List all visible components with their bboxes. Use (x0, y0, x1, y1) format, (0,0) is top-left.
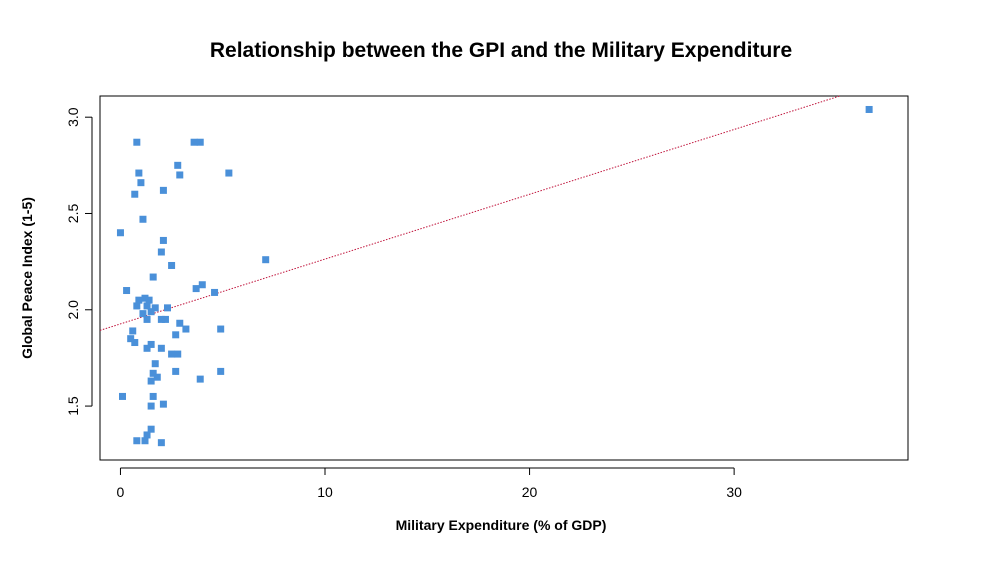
data-point (147, 308, 155, 316)
data-point (168, 350, 176, 358)
data-point (131, 339, 139, 347)
data-point (172, 331, 180, 339)
data-point (153, 373, 161, 381)
data-point (127, 335, 135, 343)
data-point (190, 138, 198, 146)
trendline-layer (99, 95, 840, 331)
data-point (217, 367, 225, 375)
x-tick-label: 30 (726, 484, 742, 500)
data-point (139, 215, 147, 223)
data-point (159, 400, 167, 408)
data-point (192, 285, 200, 293)
data-point (172, 367, 180, 375)
data-point (159, 236, 167, 244)
data-point (174, 161, 182, 169)
y-axis-label: Global Peace Index (1-5) (19, 197, 35, 359)
data-point (147, 402, 155, 410)
data-point (119, 392, 126, 400)
data-point (145, 296, 153, 304)
data-point (143, 315, 151, 323)
x-tick-label: 10 (317, 484, 333, 500)
data-point (133, 138, 141, 146)
data-point (182, 325, 190, 333)
data-point (147, 377, 155, 385)
data-point (157, 248, 165, 256)
data-point (143, 431, 151, 439)
data-point (116, 229, 124, 237)
data-point (149, 392, 157, 400)
plot-frame (99, 95, 909, 461)
data-point (147, 340, 155, 348)
data-point (176, 319, 184, 327)
data-point (135, 296, 143, 304)
data-point (133, 302, 141, 310)
data-point (157, 439, 165, 447)
data-point (164, 304, 171, 312)
data-point (139, 310, 147, 318)
x-axis-label: Military Expenditure (% of GDP) (396, 517, 607, 533)
data-point (123, 287, 131, 295)
chart-title: Relationship between the GPI and the Mil… (210, 39, 792, 62)
y-tick-label: 2.5 (65, 204, 81, 224)
data-point (141, 437, 149, 445)
x-tick-label: 0 (117, 484, 125, 500)
x-tick-label: 20 (522, 484, 538, 500)
data-point (217, 325, 225, 333)
data-point (135, 169, 143, 177)
data-point (137, 179, 145, 187)
data-point (147, 425, 155, 433)
data-point (149, 273, 157, 281)
data-point (133, 437, 141, 445)
data-point (151, 304, 159, 312)
data-point (151, 360, 159, 368)
y-tick-label: 1.5 (65, 396, 81, 416)
data-point (176, 171, 184, 179)
data-point (159, 186, 167, 194)
data-point (131, 190, 139, 198)
data-point (262, 256, 270, 264)
data-point (149, 369, 157, 377)
y-tick-label: 3.0 (65, 107, 81, 127)
data-point (143, 344, 151, 352)
x-axis: 0 10 20 30 (117, 467, 742, 500)
data-point (129, 327, 137, 335)
data-point (143, 302, 151, 310)
y-tick-label: 2.0 (65, 300, 81, 320)
data-point (211, 288, 219, 296)
data-point (196, 138, 204, 146)
y-axis: 1.5 2.0 2.5 3.0 (65, 107, 93, 416)
data-points (116, 105, 873, 447)
data-point (157, 315, 165, 323)
data-point (157, 344, 165, 352)
data-point (198, 281, 206, 289)
data-point (161, 315, 169, 323)
data-point (174, 350, 182, 358)
data-point (225, 169, 233, 177)
data-point (141, 294, 149, 302)
data-point (196, 375, 204, 383)
data-point (168, 261, 176, 269)
trendline (99, 95, 840, 331)
data-point (865, 105, 873, 113)
